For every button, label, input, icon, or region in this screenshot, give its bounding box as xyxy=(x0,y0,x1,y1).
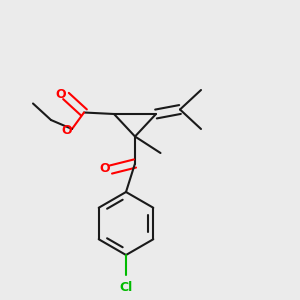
Text: Cl: Cl xyxy=(119,281,133,294)
Text: O: O xyxy=(55,88,66,101)
Text: O: O xyxy=(61,124,72,137)
Text: O: O xyxy=(99,162,110,175)
